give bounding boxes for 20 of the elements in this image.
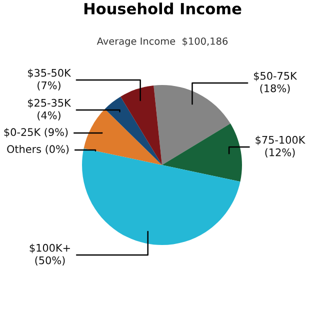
chart-subtitle: Average Income $100,186 [96,37,228,47]
data-label: (50%) [35,256,65,266]
pie-slice [162,124,242,182]
slice-label: $75-100K [256,136,306,146]
slice-label: $50-75K [254,72,298,82]
chart-title: Household Income [84,2,242,14]
data-label: (4%) [38,111,60,120]
pie-slice [120,85,162,165]
slice-label: $0-25K (9%) [4,128,68,138]
data-label: (12%) [265,148,295,158]
data-label: (7%) [38,81,60,90]
pie-slice [84,109,162,165]
slice-label: $100K+ [30,244,70,254]
pie-slice [104,96,162,165]
legend-label: Others (0%) [7,144,69,154]
slice-label: $25-35K [28,98,72,108]
slice-label: $35-50K [28,68,72,78]
pie-slice [82,148,240,245]
pie-slice [154,85,230,165]
data-label: (18%) [260,84,290,94]
